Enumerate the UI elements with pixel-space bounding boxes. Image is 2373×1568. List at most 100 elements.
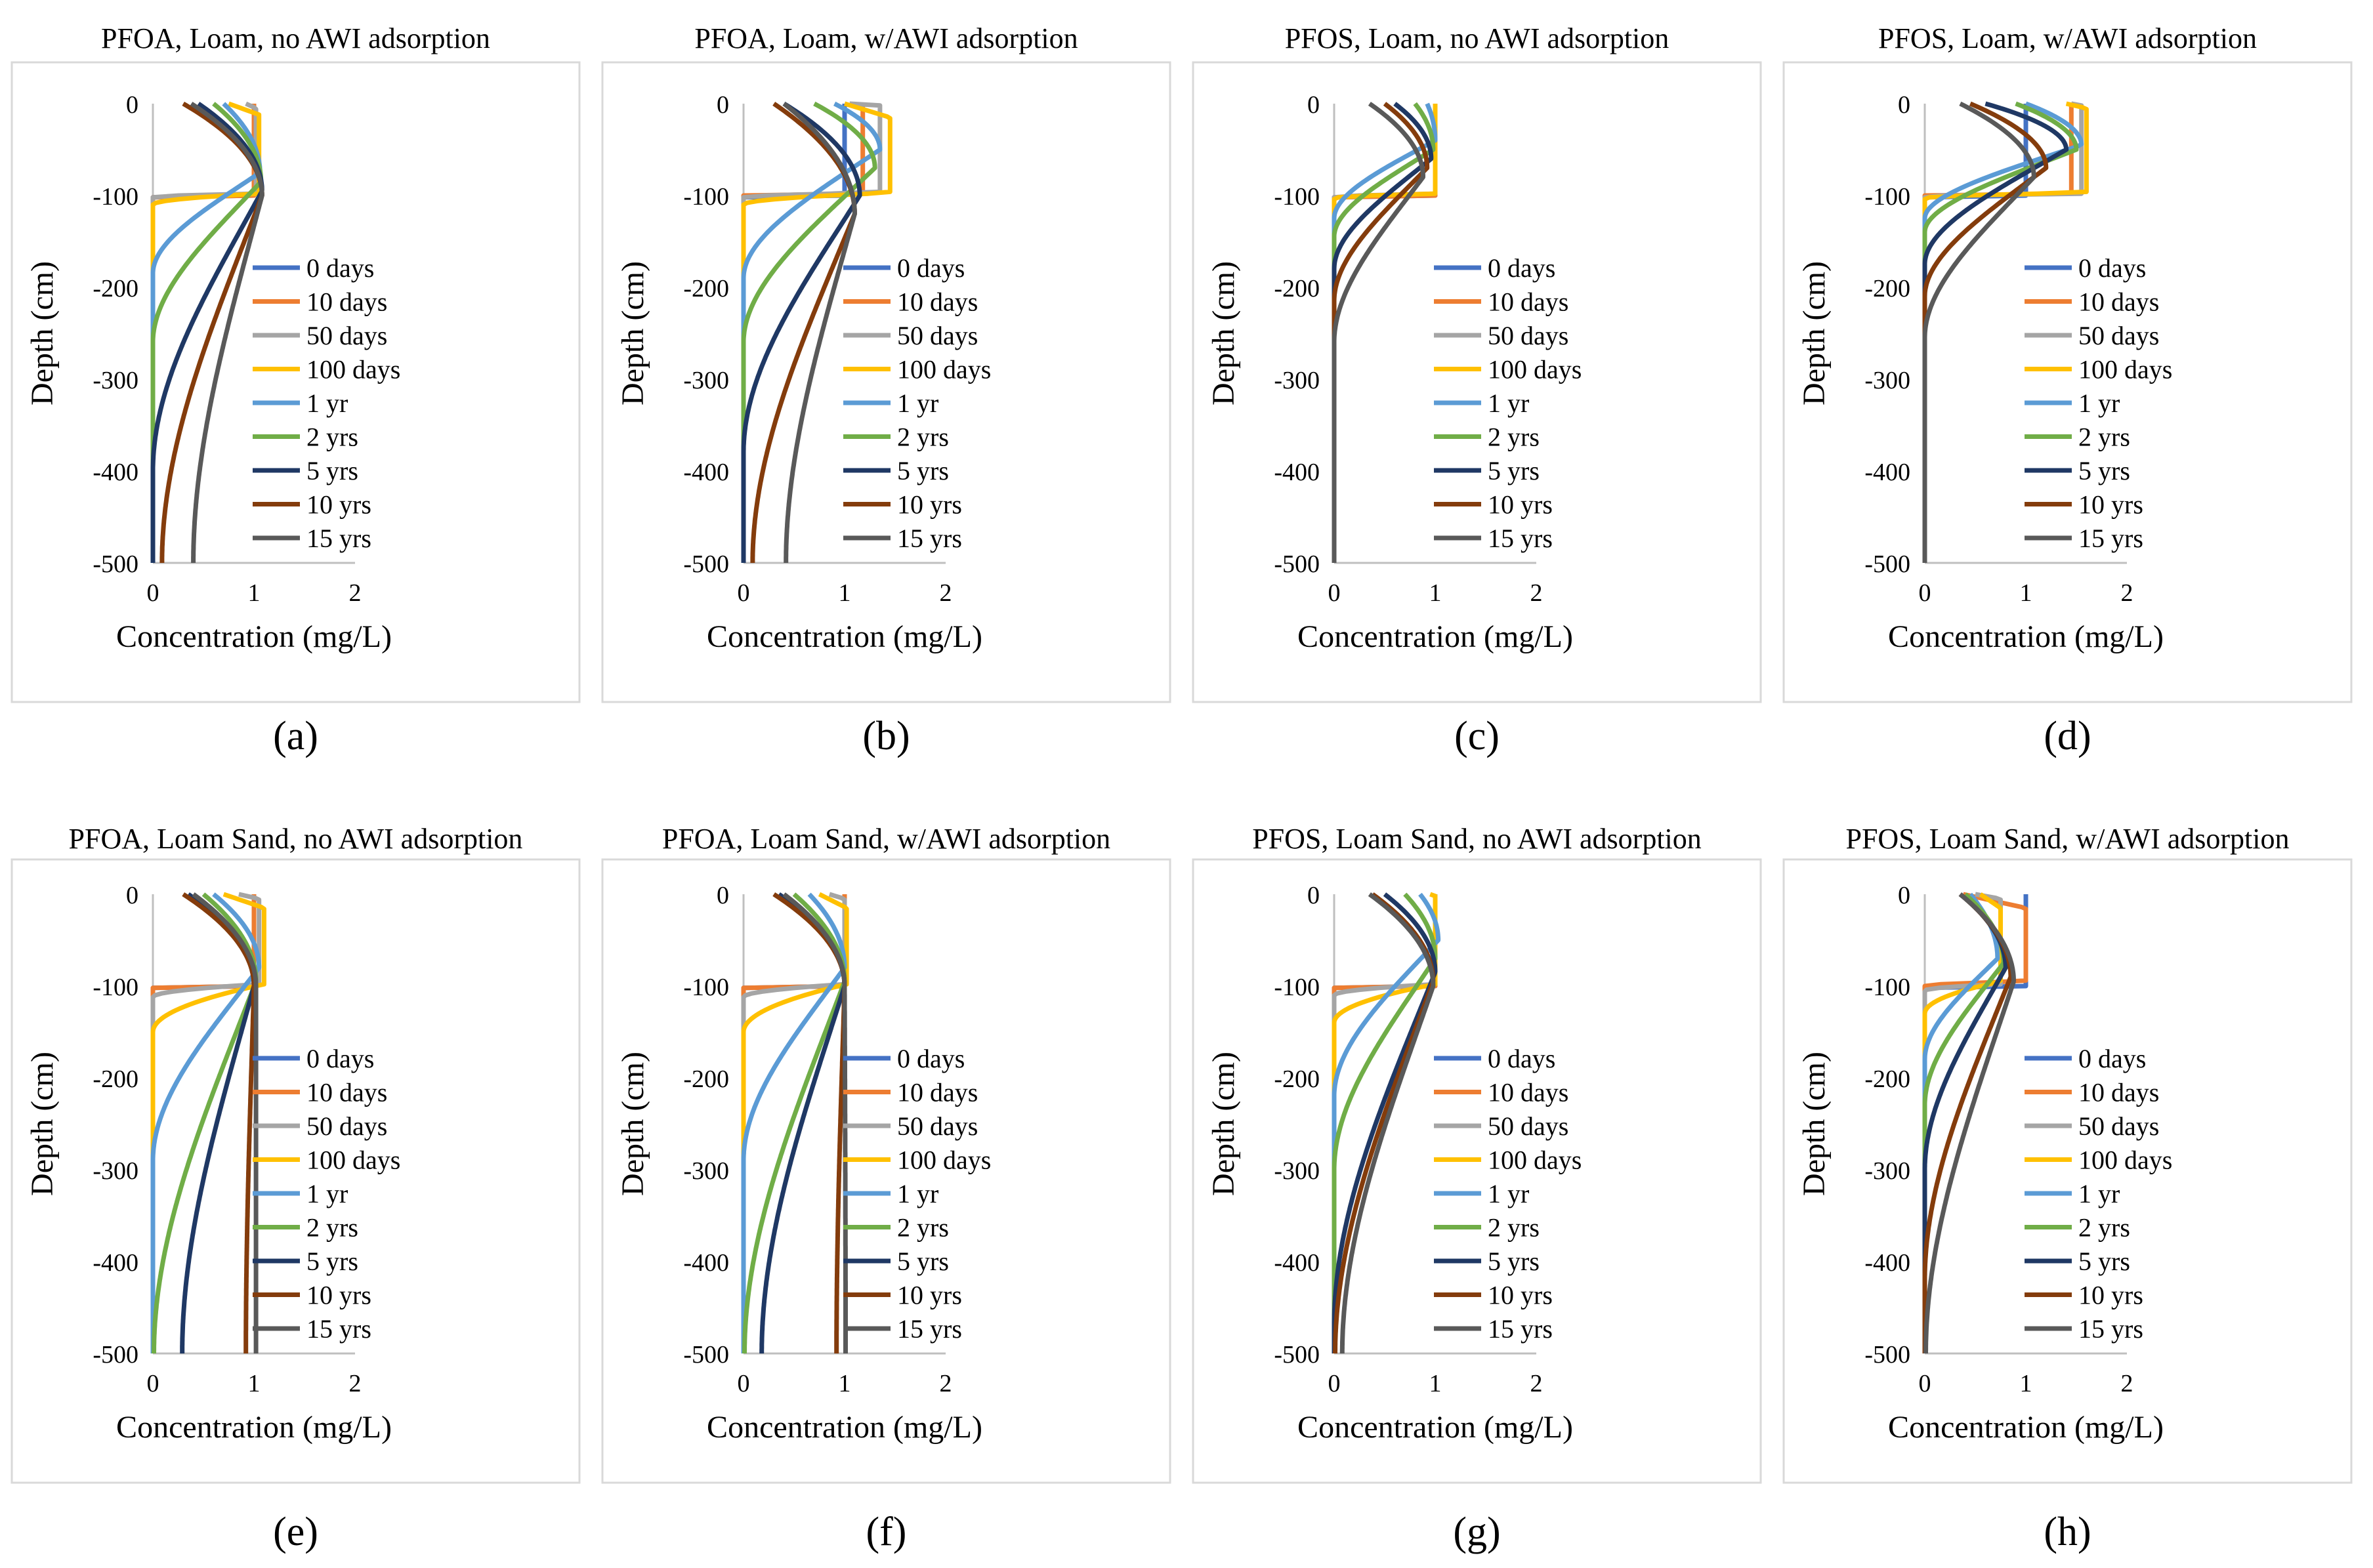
legend-entry: 50 days — [306, 1111, 387, 1141]
y-tick-label: -200 — [93, 275, 138, 302]
y-tick-label: -400 — [1274, 1249, 1320, 1277]
chart-frame — [601, 858, 1171, 1484]
y-tick-label: 0 — [126, 882, 138, 909]
y-tick-label: -500 — [683, 550, 729, 578]
legend-entry: 10 days — [897, 287, 978, 317]
legend-entry: 100 days — [897, 355, 991, 384]
y-tick-label: -100 — [1864, 974, 1910, 1001]
x-tick-label: 1 — [2020, 1370, 2032, 1397]
y-tick-label: -100 — [683, 183, 729, 211]
series-line — [1922, 892, 2013, 1354]
legend-entry: 0 days — [306, 253, 374, 283]
y-tick-label: -500 — [1864, 1341, 1910, 1369]
chart-title: PFOS, Loam Sand, w/AWI adsorption — [1845, 823, 2289, 855]
legend-entry: 10 days — [2078, 1078, 2159, 1107]
y-tick-label: -100 — [1274, 974, 1320, 1001]
panel-label: (a) — [273, 714, 318, 758]
y-tick-label: 0 — [1898, 91, 1910, 119]
chart-legend: 0 days 10 days 50 days 100 days 1 yr 2 yrs 5 y… — [2025, 1044, 2172, 1344]
legend-entry: 15 yrs — [2078, 1314, 2143, 1344]
x-tick-label: 1 — [248, 1370, 261, 1397]
y-tick-label: 0 — [126, 91, 138, 119]
y-tick-label: -300 — [683, 1157, 729, 1185]
x-axis-label: Concentration (mg/L) — [1297, 1410, 1573, 1445]
chart-panel: PFOS, Loam, w/AWI adsorption 0 -100 -200 -30… — [1782, 22, 2353, 758]
panel-label: (f) — [866, 1510, 907, 1554]
y-tick-label: -400 — [1864, 459, 1910, 486]
chart-frame — [1192, 61, 1762, 703]
y-tick-label: -400 — [93, 459, 138, 486]
legend-entry: 100 days — [306, 355, 400, 384]
legend-entry: 15 yrs — [306, 524, 371, 553]
legend-entry: 50 days — [2078, 1111, 2159, 1141]
legend-entry: 10 yrs — [2078, 490, 2143, 520]
chart-title: PFOA, Loam, no AWI adsorption — [101, 22, 490, 54]
y-tick-label: -400 — [1864, 1249, 1910, 1277]
legend-entry: 15 yrs — [897, 524, 962, 553]
legend-entry: 15 yrs — [1488, 524, 1553, 553]
legend-entry: 1 yr — [1488, 388, 1529, 418]
y-tick-label: 0 — [717, 882, 729, 909]
series-line — [1922, 101, 2036, 564]
chart-title: PFOA, Loam Sand, no AWI adsorption — [69, 823, 523, 855]
legend-entry: 100 days — [306, 1145, 400, 1175]
legend-entry: 5 yrs — [2078, 456, 2130, 485]
legend-entry: 0 days — [2078, 1044, 2146, 1073]
legend-entry: 15 yrs — [306, 1314, 371, 1344]
legend-entry: 5 yrs — [897, 456, 949, 485]
chart-legend: 0 days 10 days 50 days 100 days 1 yr 2 yrs 5 y… — [253, 1044, 400, 1344]
legend-entry: 10 days — [306, 287, 387, 317]
y-tick-label: -100 — [1274, 183, 1320, 211]
series-line — [741, 102, 862, 564]
y-tick-label: -400 — [683, 459, 729, 486]
x-tick-label: 0 — [1328, 579, 1341, 607]
x-tick-label: 0 — [1328, 1370, 1341, 1397]
chart-panel: PFOS, Loam Sand, w/AWI adsorption 0 -100 -2… — [1782, 823, 2353, 1554]
x-tick-label: 1 — [248, 579, 261, 607]
series-line — [1332, 892, 1438, 1354]
legend-entry: 2 yrs — [306, 1213, 358, 1243]
y-tick-label: 0 — [1307, 882, 1320, 909]
legend-entry: 0 days — [1488, 1044, 1555, 1073]
panel-label: (g) — [1453, 1510, 1500, 1554]
x-tick-label: 2 — [2121, 579, 2133, 607]
y-tick-label: -100 — [93, 974, 138, 1001]
series-line — [190, 102, 264, 564]
chart-title: PFOS, Loam, w/AWI adsorption — [1878, 22, 2257, 54]
legend-entry: 2 yrs — [897, 1213, 949, 1243]
y-tick-label: -500 — [1274, 550, 1320, 578]
legend-entry: 0 days — [306, 1044, 374, 1073]
legend-entry: 0 days — [897, 253, 965, 283]
x-tick-label: 2 — [940, 579, 952, 607]
y-tick-label: -300 — [93, 1157, 138, 1185]
x-tick-label: 2 — [349, 1370, 362, 1397]
panel-label: (c) — [1454, 714, 1500, 758]
y-axis-label: Depth (cm) — [1206, 1052, 1241, 1196]
legend-entry: 50 days — [897, 1111, 978, 1141]
legend-entry: 1 yr — [2078, 388, 2120, 418]
series-line — [1339, 892, 1436, 1354]
x-tick-label: 0 — [738, 1370, 750, 1397]
legend-entry: 10 yrs — [1488, 490, 1553, 520]
legend-entry: 10 yrs — [1488, 1281, 1553, 1310]
y-axis-label: Depth (cm) — [1797, 261, 1832, 405]
y-tick-label: -300 — [1864, 1157, 1910, 1185]
legend-entry: 10 yrs — [2078, 1281, 2143, 1310]
chart-legend: 0 days 10 days 50 days 100 days 1 yr 2 yrs 5 y… — [253, 253, 400, 553]
chart-legend: 0 days 10 days 50 days 100 days 1 yr 2 yrs 5 y… — [1434, 253, 1582, 553]
y-tick-label: -400 — [1274, 459, 1320, 486]
legend-entry: 2 yrs — [1488, 1213, 1540, 1243]
legend-entry: 10 days — [1488, 1078, 1568, 1107]
legend-entry: 1 yr — [897, 388, 938, 418]
legend-entry: 5 yrs — [306, 1247, 358, 1276]
legend-entry: 15 yrs — [1488, 1314, 1553, 1344]
x-tick-label: 0 — [1919, 579, 1931, 607]
chart-legend: 0 days 10 days 50 days 100 days 1 yr 2 yrs 5 y… — [843, 253, 991, 553]
x-tick-label: 0 — [147, 579, 159, 607]
legend-entry: 0 days — [897, 1044, 965, 1073]
x-tick-label: 1 — [1429, 1370, 1442, 1397]
x-tick-label: 0 — [1919, 1370, 1931, 1397]
legend-entry: 100 days — [2078, 1145, 2172, 1175]
y-tick-label: -200 — [1864, 275, 1910, 302]
y-tick-label: -300 — [1274, 1157, 1320, 1185]
